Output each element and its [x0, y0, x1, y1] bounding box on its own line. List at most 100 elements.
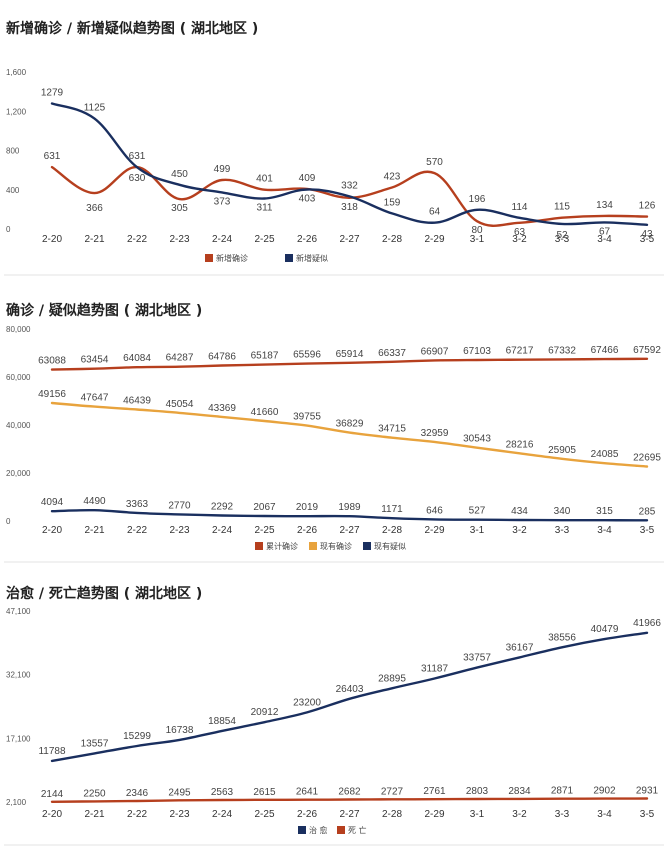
data-point — [348, 515, 351, 517]
x-axis: 2-20 2-21 2-22 2-23 2-24 2-25 2-26 2-27 2-28 2-29… — [42, 234, 655, 245]
data-label: 67217 — [506, 346, 534, 357]
data-point — [603, 358, 606, 360]
data-point — [433, 677, 436, 680]
y-axis: 0 20,000 40,000 60,000 80,000 — [6, 325, 31, 526]
data-point — [178, 198, 181, 200]
data-label: 318 — [341, 202, 358, 213]
data-point — [263, 189, 266, 191]
data-point — [476, 798, 478, 800]
data-point — [51, 760, 53, 762]
x-tick-label: 2-23 — [169, 234, 189, 245]
x-tick-label: 3-3 — [555, 525, 570, 536]
data-point — [306, 711, 308, 713]
series-1: 2144 2250 2346 2495 2563 2615 2641 2682 2727 2761… — [41, 786, 659, 803]
data-label: 43 — [641, 229, 653, 240]
legend-label: 新增疑似 — [296, 253, 328, 263]
data-label: 409 — [299, 173, 316, 184]
data-point — [93, 800, 96, 802]
chart-title: 确诊 / 疑似趋势图 ( 湖北地区 ) — [6, 303, 203, 319]
data-point — [348, 798, 351, 801]
x-tick-label: 2-21 — [84, 525, 104, 536]
data-point — [136, 166, 138, 168]
data-label: 631 — [129, 151, 146, 162]
legend: 新增确诊 新增疑似 — [205, 253, 328, 263]
y-tick-label: 17,100 — [6, 734, 31, 743]
data-label: 4094 — [41, 497, 64, 508]
data-label: 40479 — [591, 624, 619, 635]
legend-label: 现有确诊 — [320, 541, 352, 551]
data-label: 30543 — [463, 434, 491, 445]
data-label: 65914 — [336, 349, 364, 360]
legend-label: 死 亡 — [348, 825, 367, 835]
data-label: 47647 — [81, 393, 109, 404]
data-point — [263, 515, 266, 517]
legend: 累计确诊 现有确诊 现有疑似 — [255, 541, 406, 551]
data-label: 2144 — [41, 789, 64, 800]
data-label: 66907 — [421, 346, 449, 357]
data-point — [178, 366, 181, 368]
data-point — [561, 217, 563, 219]
data-point — [391, 517, 393, 519]
x-tick-label: 3-1 — [470, 809, 485, 820]
y-tick-label: 0 — [6, 225, 11, 234]
data-point — [646, 216, 648, 218]
recovered-deaths-panel: 治愈 / 死亡趋势图 ( 湖北地区 ) 2,100 17,100 32,100 47,… — [0, 583, 670, 846]
series-0: 63088 63454 64084 64287 64786 65187 65596 65914… — [38, 345, 661, 371]
x-tick-label: 2-22 — [127, 234, 147, 245]
x-tick-label: 2-29 — [424, 809, 444, 820]
data-point — [646, 797, 648, 800]
chart-title: 治愈 / 死亡趋势图 ( 湖北地区 ) — [6, 586, 203, 602]
data-label: 46439 — [123, 396, 151, 407]
data-point — [476, 667, 478, 669]
data-point — [433, 359, 436, 361]
y-tick-label: 1,600 — [6, 68, 27, 77]
data-point — [561, 458, 563, 460]
data-point — [561, 646, 563, 648]
x-tick-label: 2-23 — [169, 525, 189, 536]
data-label: 63454 — [81, 355, 109, 366]
data-label: 423 — [384, 172, 401, 183]
legend-swatch — [309, 542, 317, 550]
data-label: 2346 — [126, 788, 149, 799]
x-tick-label: 2-20 — [42, 809, 62, 820]
data-point — [391, 361, 393, 363]
x-tick-label: 2-28 — [382, 234, 402, 245]
legend-label: 现有疑似 — [374, 541, 406, 551]
data-label: 26403 — [336, 684, 364, 695]
data-label: 18854 — [208, 716, 236, 727]
x-tick-label: 2-21 — [84, 234, 104, 245]
data-label: 67332 — [548, 345, 576, 356]
y-tick-label: 60,000 — [6, 373, 31, 382]
data-point — [51, 402, 53, 404]
data-point — [136, 745, 138, 747]
x-tick-label: 2-22 — [127, 525, 147, 536]
data-label: 15299 — [123, 731, 151, 742]
data-point — [603, 798, 606, 800]
data-point — [93, 192, 96, 194]
x-tick-label: 2-29 — [424, 525, 444, 536]
data-label: 646 — [426, 505, 443, 516]
data-label: 31187 — [421, 664, 449, 675]
data-point — [178, 739, 181, 741]
data-label: 63088 — [38, 356, 66, 367]
y-tick-label: 0 — [6, 517, 11, 526]
data-point — [646, 519, 648, 521]
data-point — [51, 102, 53, 105]
x-tick-label: 2-20 — [42, 234, 62, 245]
data-point — [646, 632, 648, 634]
data-label: 311 — [257, 203, 273, 214]
data-label: 450 — [171, 169, 188, 180]
data-label: 1989 — [338, 502, 361, 513]
data-point — [433, 222, 436, 224]
data-point — [603, 638, 606, 640]
y-tick-label: 1,200 — [6, 107, 27, 116]
data-label: 22695 — [633, 453, 661, 464]
data-label: 2931 — [636, 786, 659, 797]
data-point — [518, 798, 521, 800]
legend-label: 累计确诊 — [266, 541, 298, 551]
data-label: 2615 — [253, 787, 276, 798]
data-label: 11788 — [38, 746, 66, 757]
data-label: 13557 — [81, 738, 109, 749]
